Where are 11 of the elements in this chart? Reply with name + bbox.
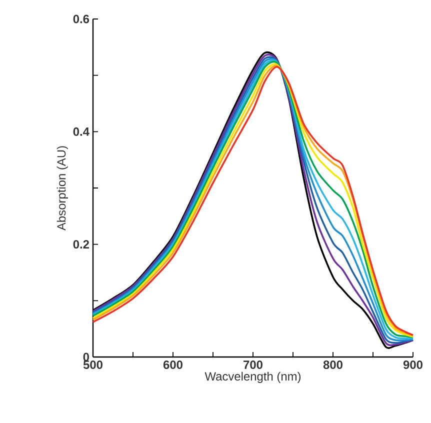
y-tick-label: 0.2 xyxy=(73,240,90,249)
x-axis-title: Wacvelength (nm) xyxy=(204,372,301,383)
x-tick-label: 800 xyxy=(323,360,342,369)
y-axis-title: Absorption (AU) xyxy=(56,146,68,231)
x-tick-label: 900 xyxy=(403,360,422,369)
y-tick-label: 0.4 xyxy=(73,127,90,136)
y-tick-label: 0.6 xyxy=(73,14,90,24)
x-tick-label: 600 xyxy=(163,360,182,369)
x-tick-label: 500 xyxy=(83,360,102,369)
x-tick-label: 700 xyxy=(244,360,262,369)
y-tick-label: 0 xyxy=(83,352,89,362)
